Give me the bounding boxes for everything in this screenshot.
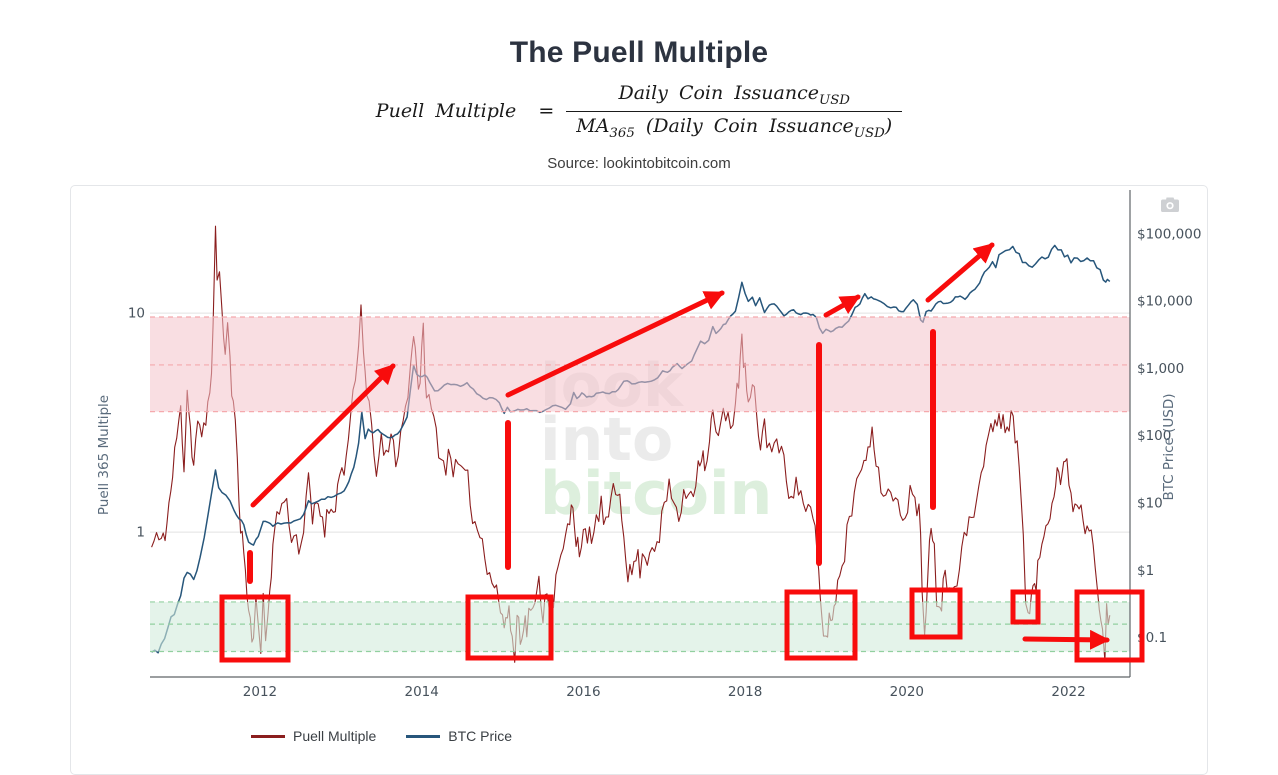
formula-lhs: Puell Multiple = [375, 100, 555, 123]
legend: Puell Multiple BTC Price [251, 728, 512, 744]
watermark-into: into [540, 405, 673, 475]
x-tick-2022: 2022 [1051, 684, 1085, 700]
y-right-tick-100000: $100,000 [1137, 226, 1201, 242]
watermark-bitcoin: bitcoin [540, 459, 772, 529]
legend-item-puell-multiple[interactable]: Puell Multiple [251, 728, 376, 744]
y-right-tick-0.1: $0.1 [1137, 630, 1167, 646]
x-tick-2020: 2020 [890, 684, 924, 700]
annotation-arrow [505, 290, 725, 398]
y-left-tick-10: 10 [128, 306, 145, 322]
annotation-arrow [823, 294, 861, 318]
source-text: Source: lookintobitcoin.com [547, 154, 731, 172]
y-right-tick-1000: $1,000 [1137, 361, 1184, 377]
annotation-box [784, 589, 858, 661]
x-tick-2018: 2018 [728, 684, 762, 700]
legend-label: Puell Multiple [293, 728, 377, 744]
y-axis-right-title: BTC Price (USD) [1161, 393, 1177, 500]
header: The Puell Multiple Puell Multiple = Dail… [0, 0, 1278, 172]
y-axis-left-title: Puell 365 Multiple [96, 395, 112, 515]
y-right-tick-1: $1 [1137, 563, 1154, 579]
annotation-arrow [925, 242, 995, 303]
annotation-box [1074, 589, 1145, 663]
camera-icon-top [1166, 197, 1175, 200]
annotation-arrow [1022, 629, 1110, 650]
annotation-box [219, 594, 291, 663]
x-tick-2016: 2016 [566, 684, 600, 700]
annotation-box [909, 587, 963, 640]
formula-numerator: Daily Coin IssuanceUSD [618, 82, 850, 108]
x-tick-2012: 2012 [243, 684, 277, 700]
camera-icon[interactable] [1158, 195, 1182, 215]
band-undervalued-zone [150, 601, 1130, 652]
formula: Puell Multiple = Daily Coin IssuanceUSD … [0, 82, 1278, 141]
y-left-tick-1: 1 [136, 525, 145, 541]
btc-line-swatch [406, 734, 441, 738]
formula-fraction: Daily Coin IssuanceUSD MA365 (Daily Coin… [566, 82, 903, 141]
annotation-box [465, 594, 554, 661]
legend-label: BTC Price [448, 728, 513, 744]
puell-line-swatch [251, 734, 285, 738]
annotation-arrow [250, 363, 396, 508]
page-title: The Puell Multiple [509, 36, 769, 69]
y-right-tick-10000: $10,000 [1137, 294, 1193, 310]
y-right-tick-10: $10 [1137, 496, 1163, 512]
series-puell-multiple [151, 225, 1111, 663]
annotation-box [1010, 589, 1041, 625]
x-tick-2014: 2014 [405, 684, 439, 700]
legend-item-btc-price[interactable]: BTC Price [406, 728, 512, 744]
formula-denominator: MA365 (Daily Coin IssuanceUSD) [566, 110, 903, 141]
y-right-tick-100: $100 [1137, 428, 1171, 444]
